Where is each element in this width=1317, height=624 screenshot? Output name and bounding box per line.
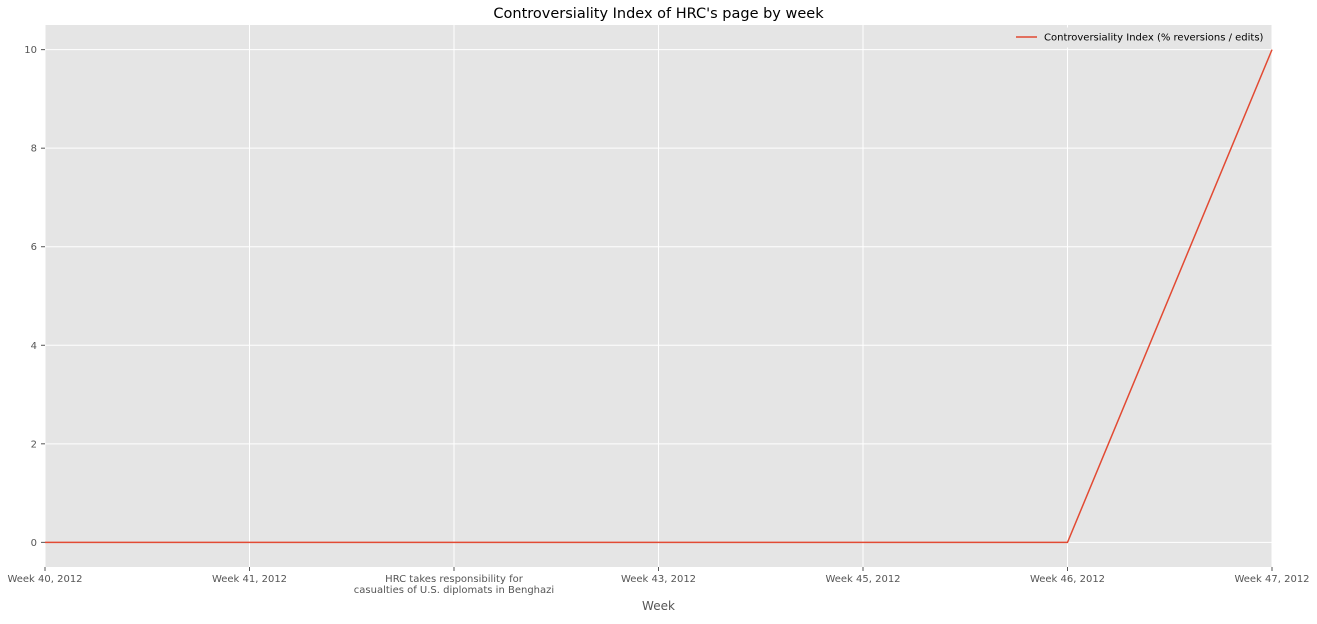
x-tick-label: Week 40, 2012 [7,574,82,585]
x-axis-ticks: Week 40, 2012 Week 41, 2012 HRC takes resp… [7,567,1310,596]
legend: Controversiality Index (% reversions / e… [1009,27,1269,48]
y-tick-label: 2 [31,439,37,450]
y-tick-label: 10 [24,45,37,56]
x-axis-title: Week [642,599,675,613]
y-tick-label: 0 [31,538,37,549]
legend-box [1009,27,1269,48]
series-line [45,49,1273,544]
series-lines [45,49,1273,544]
y-axis-ticks: 0 2 4 6 8 10 [24,45,45,549]
chart-title: Controversiality Index of HRC's page by … [493,6,824,22]
y-tick-label: 4 [31,341,37,352]
legend-label: Controversiality Index (% reversions / e… [1044,33,1264,44]
x-tick-label: Week 47, 2012 [1234,574,1309,585]
x-tick-label: Week 41, 2012 [212,574,287,585]
y-tick-label: 6 [31,242,37,253]
x-tick-label: Week 46, 2012 [1030,574,1105,585]
grid-lines [44,25,1273,567]
x-tick-label: HRC takes responsibility for casualties o… [354,574,554,596]
x-tick-label: Week 43, 2012 [621,574,696,585]
y-tick-label: 8 [31,144,37,155]
x-tick-label: Week 45, 2012 [825,574,900,585]
